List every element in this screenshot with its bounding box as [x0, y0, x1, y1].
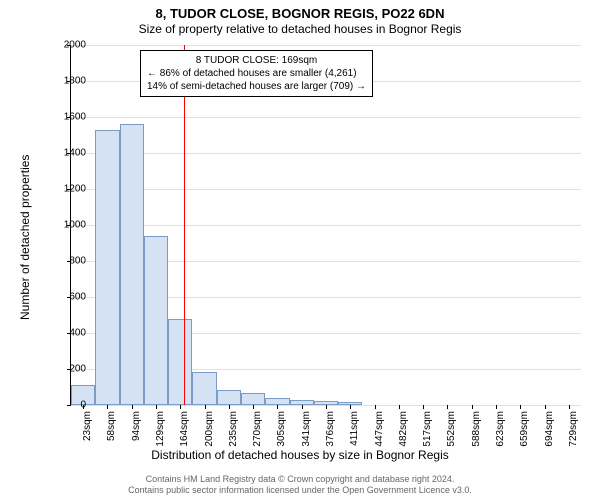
y-tick-label: 200	[46, 364, 86, 375]
footer-line1: Contains HM Land Registry data © Crown c…	[0, 474, 600, 485]
histogram-bar	[265, 398, 289, 405]
annotation-line1: 8 TUDOR CLOSE: 169sqm	[147, 54, 366, 67]
y-tick-label: 1800	[46, 76, 86, 87]
chart-title-main: 8, TUDOR CLOSE, BOGNOR REGIS, PO22 6DN	[0, 6, 600, 21]
histogram-bar	[241, 393, 265, 405]
footer: Contains HM Land Registry data © Crown c…	[0, 474, 600, 496]
y-tick-label: 1400	[46, 148, 86, 159]
histogram-bar	[120, 124, 144, 405]
y-tick-label: 1600	[46, 112, 86, 123]
chart-container: 8, TUDOR CLOSE, BOGNOR REGIS, PO22 6DN S…	[0, 0, 600, 500]
histogram-bar	[217, 390, 241, 405]
y-axis-label: Number of detached properties	[18, 155, 32, 320]
y-tick-label: 800	[46, 256, 86, 267]
histogram-bar	[95, 130, 119, 405]
annotation-line2: ← 86% of detached houses are smaller (4,…	[147, 67, 366, 80]
y-tick-label: 600	[46, 292, 86, 303]
y-tick-label: 0	[46, 400, 86, 411]
histogram-bar	[192, 372, 216, 405]
y-tick-label: 2000	[46, 40, 86, 51]
y-tick-label: 1200	[46, 184, 86, 195]
footer-line2: Contains public sector information licen…	[0, 485, 600, 496]
x-axis-label: Distribution of detached houses by size …	[0, 448, 600, 462]
reference-line	[184, 45, 185, 405]
y-tick-label: 400	[46, 328, 86, 339]
histogram-bar	[168, 319, 192, 405]
y-tick-label: 1000	[46, 220, 86, 231]
histogram-bar	[144, 236, 168, 405]
chart-title-sub: Size of property relative to detached ho…	[0, 22, 600, 36]
plot-area	[70, 45, 581, 406]
annotation-box: 8 TUDOR CLOSE: 169sqm ← 86% of detached …	[140, 50, 373, 97]
annotation-line3: 14% of semi-detached houses are larger (…	[147, 80, 366, 93]
